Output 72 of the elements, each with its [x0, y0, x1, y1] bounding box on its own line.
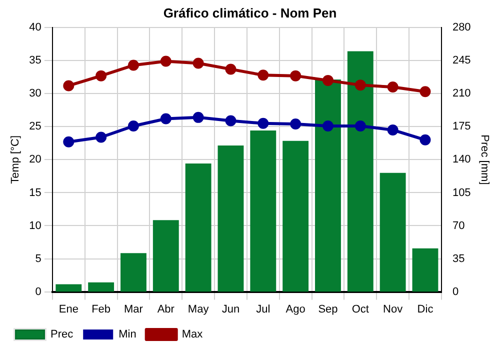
y2-tick-label: 105	[452, 186, 471, 199]
y-tick-label: 35	[29, 54, 42, 67]
x-tick-label: Dic	[417, 303, 434, 316]
point	[420, 134, 431, 146]
x-tick-label: Nov	[383, 303, 404, 316]
bar	[56, 284, 82, 292]
point	[225, 115, 236, 126]
x-tick-label: Ago	[286, 303, 306, 316]
point	[322, 74, 334, 86]
point	[63, 136, 74, 148]
point	[128, 60, 139, 71]
bar	[218, 146, 244, 292]
y2-axis-title: Prec [mm]	[478, 134, 490, 185]
bar	[120, 253, 146, 292]
y-tick-label: 0	[35, 286, 42, 298]
y2-tick-label: 140	[452, 154, 471, 166]
legend-label: Prec	[50, 328, 74, 341]
point	[192, 112, 204, 123]
x-tick-label: Mar	[124, 303, 144, 316]
point	[192, 58, 204, 69]
y-tick-label: 15	[29, 186, 42, 199]
point	[387, 124, 398, 136]
point	[63, 80, 74, 92]
y-tick-label: 40	[29, 22, 42, 34]
point	[290, 118, 302, 130]
bar	[282, 140, 309, 292]
bar	[315, 79, 341, 292]
x-tick-label: May	[188, 303, 210, 316]
bar	[152, 220, 179, 292]
bar	[347, 51, 374, 292]
point	[322, 120, 334, 132]
bar	[185, 163, 212, 292]
y2-tick-label: 280	[452, 22, 471, 34]
y-tick-label: 25	[29, 120, 42, 133]
point	[225, 64, 236, 75]
y2-tick-label: 245	[452, 54, 471, 67]
y-tick-label: 30	[29, 88, 42, 100]
point	[258, 70, 269, 81]
point	[96, 70, 107, 82]
y-axis-title: Temp [°C]	[10, 135, 22, 184]
y2-tick-label: 70	[452, 220, 465, 232]
point	[387, 82, 398, 93]
point	[420, 86, 431, 98]
x-tick-label: Feb	[92, 303, 111, 316]
x-tick-label: Jun	[222, 303, 240, 316]
x-tick-label: Jul	[256, 303, 270, 316]
x-tick-label: Abr	[157, 303, 175, 316]
x-tick-label: Sep	[318, 303, 338, 316]
point	[354, 120, 366, 132]
y2-tick-label: 210	[452, 88, 471, 100]
point	[290, 70, 302, 82]
point	[96, 132, 107, 143]
y-tick-label: 5	[35, 252, 42, 265]
point	[160, 56, 172, 67]
point	[258, 118, 269, 129]
y-tick-label: 10	[29, 220, 42, 232]
chart-title: Gráfico climático - Nom Pen	[163, 5, 337, 20]
point	[128, 120, 139, 132]
y-tick-label: 20	[29, 154, 42, 166]
point	[160, 113, 172, 124]
legend-label: Max	[182, 328, 204, 341]
y2-tick-label: 175	[452, 120, 471, 133]
y2-tick-label: 0	[452, 286, 459, 298]
y2-tick-label: 35	[452, 252, 465, 265]
x-tick-label: Ene	[58, 303, 78, 316]
legend-label: Min	[118, 328, 136, 341]
point	[354, 80, 366, 91]
bar	[380, 172, 406, 292]
bar	[250, 130, 276, 292]
x-tick-label: Oct	[352, 303, 369, 316]
bar	[88, 282, 114, 292]
bar	[412, 248, 438, 292]
